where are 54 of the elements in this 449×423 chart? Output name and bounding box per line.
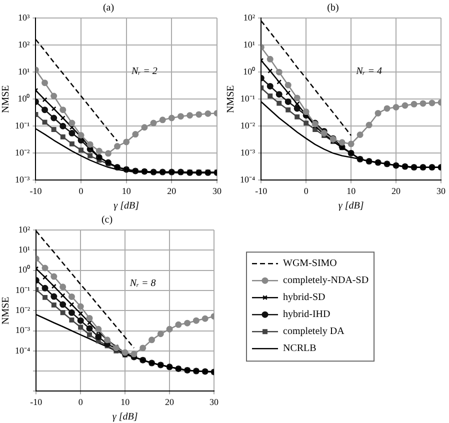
x-tick-label: 30 bbox=[212, 186, 222, 196]
x-tick-label: 0 bbox=[304, 186, 309, 196]
annotation: Nᵣ = 8 bbox=[128, 278, 156, 289]
x-tick-label: 0 bbox=[78, 186, 84, 196]
y-tick-label: 10⁻² bbox=[240, 120, 256, 130]
x-tick-label: 20 bbox=[392, 186, 402, 196]
legend-label: completely DA bbox=[283, 326, 346, 338]
y-axis-title: NMSE bbox=[0, 85, 12, 113]
y-tick-label: 10⁻³ bbox=[15, 325, 30, 336]
annotation: Nᵣ = 4 bbox=[355, 66, 382, 78]
x-tick-label: 30 bbox=[210, 396, 219, 407]
chart-title: (b) bbox=[327, 2, 339, 14]
y-tick-label: 10¹ bbox=[18, 66, 30, 76]
x-tick-label: -10 bbox=[30, 186, 42, 196]
x-tick-label: 20 bbox=[165, 396, 175, 407]
x-axis-title: γ [dB] bbox=[114, 200, 140, 212]
legend-label: hybrid-IHD bbox=[283, 309, 330, 320]
y-tick-label: 10⁻³ bbox=[240, 148, 256, 158]
y-tick-label: 10⁻¹ bbox=[15, 284, 30, 295]
y-tick-label: 10⁻⁴ bbox=[14, 345, 30, 356]
x-tick-label: 30 bbox=[436, 186, 446, 196]
chart-title: (a) bbox=[102, 2, 114, 14]
x-tick-label: 10 bbox=[120, 396, 130, 407]
y-tick-label: 10⁰ bbox=[243, 66, 256, 76]
y-tick-label: 10² bbox=[18, 224, 30, 234]
legend-label: NCRLB bbox=[283, 343, 317, 354]
legend-label: completely-NDA-SD bbox=[283, 275, 369, 286]
legend-label: WGM-SIMO bbox=[283, 258, 337, 270]
y-tick-label: 10⁻⁴ bbox=[240, 174, 256, 185]
y-tick-label: 10² bbox=[18, 39, 30, 50]
y-axis-title: NMSE bbox=[0, 296, 12, 324]
x-tick-label: -10 bbox=[30, 396, 43, 407]
x-axis-title: γ [dB] bbox=[338, 200, 364, 212]
y-tick-label: 10⁻² bbox=[14, 148, 30, 158]
x-tick-label: 10 bbox=[122, 186, 132, 196]
y-tick-label: 10⁰ bbox=[18, 264, 30, 275]
y-tick-label: 10¹ bbox=[18, 244, 30, 255]
y-tick-label: 10³ bbox=[18, 12, 30, 22]
x-tick-label: 20 bbox=[167, 186, 177, 196]
x-axis-title: γ [dB] bbox=[112, 412, 138, 423]
y-axis-title: NMSE bbox=[226, 85, 237, 113]
y-tick-label: 10⁻¹ bbox=[14, 120, 30, 130]
y-tick-label: 10⁰ bbox=[18, 93, 30, 104]
annotation: Nᵣ = 2 bbox=[130, 66, 158, 78]
y-tick-label: 10⁻³ bbox=[14, 174, 30, 185]
x-tick-label: 0 bbox=[78, 396, 84, 407]
x-tick-label: 10 bbox=[346, 186, 356, 196]
y-tick-label: 10⁻² bbox=[15, 304, 30, 315]
x-tick-label: -10 bbox=[255, 186, 268, 196]
y-tick-label: 10¹ bbox=[243, 39, 256, 50]
y-tick-label: 10² bbox=[243, 12, 256, 22]
y-tick-label: 10⁻¹ bbox=[240, 93, 256, 104]
legend-label: hybrid-SD bbox=[283, 292, 326, 304]
chart-title: (c) bbox=[101, 214, 113, 226]
